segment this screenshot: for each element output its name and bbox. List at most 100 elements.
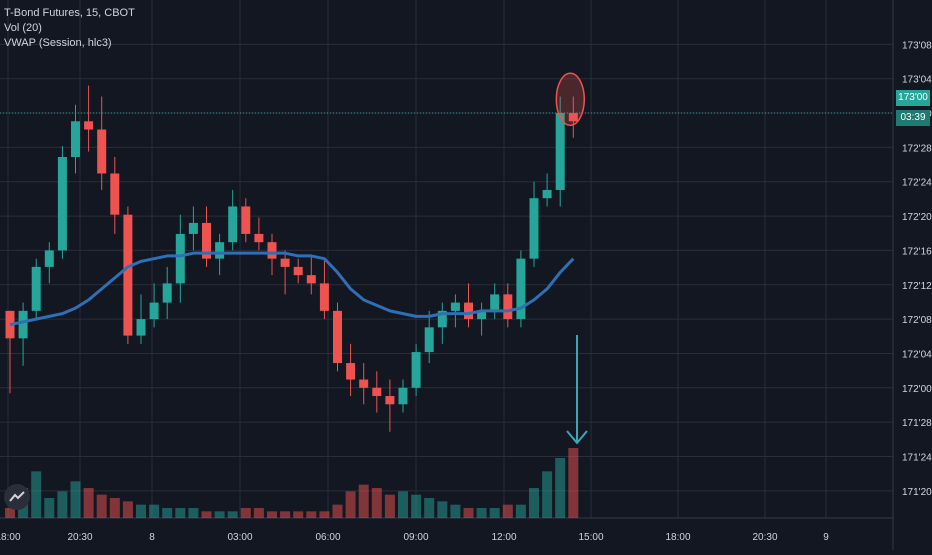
- x-tick-label: 06:00: [315, 532, 340, 543]
- volume-bar: [398, 491, 408, 518]
- y-tick-label: 171'28: [902, 418, 932, 429]
- y-tick-label: 172'12: [902, 281, 932, 292]
- volume-bar: [175, 508, 186, 518]
- candle-body: [215, 242, 225, 259]
- volume-bar: [411, 494, 422, 518]
- x-tick-label: 15:00: [578, 532, 603, 543]
- chart-legend: T-Bond Futures, 15, CBOT Vol (20) VWAP (…: [4, 6, 135, 51]
- volume-bar: [201, 511, 212, 518]
- y-tick-label: 171'20: [902, 487, 932, 498]
- volume-bar: [280, 511, 291, 518]
- candle-body: [280, 258, 290, 267]
- y-tick-label: 172'08: [902, 315, 932, 326]
- x-tick-label: 12:00: [491, 532, 516, 543]
- volume-bar: [293, 511, 304, 518]
- candle-body: [529, 198, 539, 259]
- candle-body: [110, 173, 120, 215]
- x-tick-label: 8: [149, 532, 155, 543]
- volume-bar: [240, 508, 251, 518]
- y-tick-label: 171'24: [902, 452, 932, 463]
- volume-bar: [83, 488, 94, 518]
- volume-bar: [555, 458, 566, 518]
- volume-bar: [463, 508, 474, 518]
- volume-bar: [319, 511, 330, 518]
- candle-body: [437, 310, 447, 328]
- y-tick-label: 172'24: [902, 178, 932, 189]
- volume-bar: [122, 501, 133, 518]
- candle-body: [18, 310, 28, 339]
- down-arrow-head: [566, 430, 588, 445]
- volume-bar: [136, 504, 146, 518]
- x-tick-label: 03:00: [227, 532, 252, 543]
- candle-body: [188, 222, 198, 234]
- volume-bar: [306, 511, 317, 518]
- candle-body: [228, 206, 238, 243]
- candle-body: [57, 156, 67, 251]
- y-tick-label: 172'28: [902, 143, 932, 154]
- candle-body: [162, 283, 172, 303]
- volume-bar: [476, 508, 487, 518]
- tradingview-logo-icon[interactable]: [4, 484, 30, 510]
- volume-bar: [96, 494, 107, 518]
- candle-body: [319, 283, 329, 311]
- volume-bar: [489, 508, 500, 518]
- volume-bar: [57, 491, 68, 518]
- candle-body: [241, 206, 251, 234]
- candle-body: [424, 327, 434, 353]
- volume-bar: [227, 511, 238, 518]
- candle-body: [411, 352, 421, 388]
- volume-bar: [332, 504, 343, 518]
- candle-body: [71, 121, 80, 157]
- x-tick-label: 18:00: [665, 532, 690, 543]
- candle-body: [477, 310, 487, 320]
- candle-body: [267, 242, 277, 259]
- volume-bar: [437, 501, 448, 518]
- y-tick-label: 173'08: [902, 40, 932, 51]
- y-tick-label: 172'16: [902, 246, 932, 257]
- volume-bar: [384, 494, 395, 518]
- volume-legend[interactable]: Vol (20): [4, 22, 42, 34]
- candle-body: [202, 222, 211, 259]
- volume-bar: [424, 498, 435, 518]
- volume-bar: [109, 498, 120, 518]
- volume-bar: [345, 491, 356, 518]
- volume-bar: [358, 484, 369, 518]
- candle-body: [333, 310, 342, 364]
- volume-bar: [70, 481, 81, 518]
- candle-body: [175, 233, 185, 284]
- volume-bar: [253, 508, 264, 518]
- candle-body: [254, 233, 264, 243]
- symbol-legend[interactable]: T-Bond Futures, 15, CBOT: [4, 7, 135, 19]
- volume-bar: [188, 508, 199, 518]
- volume-bar: [502, 504, 513, 518]
- x-tick-label: 18:00: [0, 532, 21, 543]
- candle-body: [450, 302, 460, 311]
- highlight-ellipse-icon: [555, 72, 586, 127]
- candle-body: [398, 387, 408, 405]
- candle-body: [149, 302, 159, 320]
- bar-countdown-tag: 03:39: [896, 110, 930, 126]
- volume-bar: [568, 448, 579, 518]
- volume-bar: [162, 508, 173, 518]
- volume-bar: [267, 511, 277, 518]
- volume-bar: [542, 471, 553, 518]
- volume-bar: [515, 504, 526, 518]
- candle-body: [385, 396, 395, 405]
- candle-body: [84, 121, 94, 130]
- candle-body: [372, 387, 382, 397]
- vwap-legend[interactable]: VWAP (Session, hlc3): [4, 37, 112, 49]
- candle-body: [359, 379, 369, 388]
- candle-body: [568, 113, 578, 122]
- candle-body: [123, 214, 133, 336]
- candle-body: [490, 294, 500, 311]
- volume-bar: [44, 498, 55, 518]
- candle-body: [464, 302, 473, 320]
- y-tick-label: 172'20: [902, 212, 932, 223]
- current-price-tag: 173'00: [896, 90, 930, 106]
- candle-body: [346, 363, 356, 380]
- x-tick-label: 09:00: [403, 532, 428, 543]
- candle-body: [136, 319, 146, 336]
- vwap-line: [9, 251, 575, 327]
